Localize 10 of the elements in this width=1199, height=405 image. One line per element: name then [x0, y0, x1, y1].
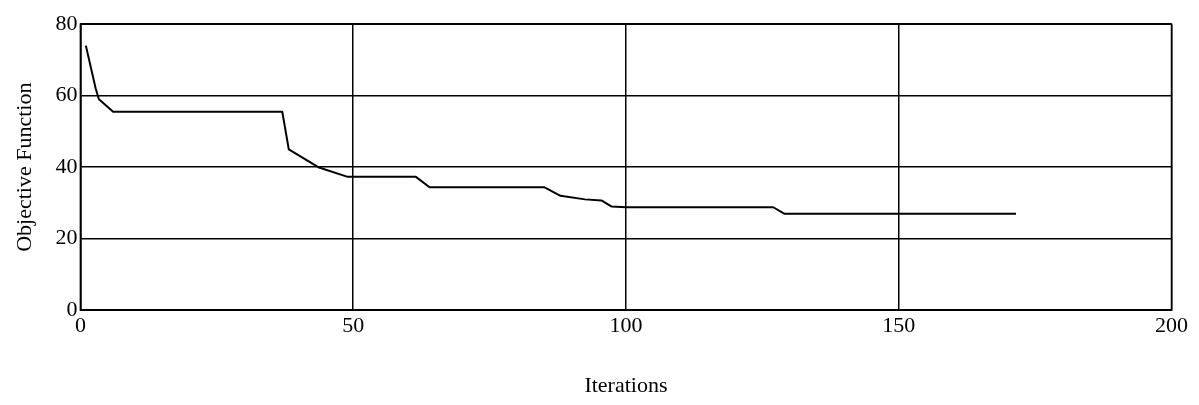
y-tick-label: 20 [55, 224, 78, 250]
x-tick-label: 200 [1155, 312, 1188, 338]
x-tick-label: 150 [882, 312, 916, 338]
y-tick-label: 40 [55, 152, 78, 178]
y-axis-title: Objective Function [10, 82, 36, 252]
x-tick-label: 100 [609, 312, 643, 338]
x-axis-title: Iterations [584, 371, 668, 397]
y-tick-label: 60 [55, 81, 78, 107]
y-tick-label: 80 [55, 9, 78, 35]
x-tick-label: 50 [342, 312, 365, 338]
